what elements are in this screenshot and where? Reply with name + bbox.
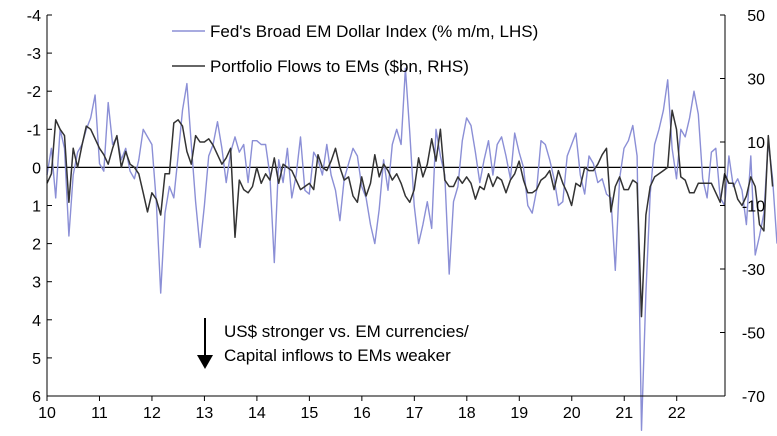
y-left-tick-label: 4 <box>32 313 41 330</box>
y-left-tick-label: 5 <box>32 351 41 368</box>
y-left-tick-label: -1 <box>27 122 41 139</box>
y-right-tick-label: 10 <box>747 135 765 152</box>
x-tick-label: 18 <box>458 405 476 422</box>
x-tick-label: 11 <box>91 405 108 422</box>
x-tick-label: 16 <box>353 405 371 422</box>
x-tick-label: 14 <box>248 405 266 422</box>
x-tick-label: 13 <box>196 405 214 422</box>
y-left-tick-label: 3 <box>32 275 41 292</box>
series-line-em-dollar-index <box>46 67 777 431</box>
y-left-tick-label: 6 <box>32 389 41 406</box>
legend: Fed's Broad EM Dollar Index (% m/m, LHS)… <box>172 22 538 76</box>
series-line-portfolio-flows <box>46 109 774 318</box>
y-left-tick-label: 0 <box>32 160 41 177</box>
x-tick-label: 17 <box>405 405 423 422</box>
x-tick-label: 20 <box>563 405 581 422</box>
y-right-tick-label: 50 <box>747 8 765 25</box>
y-left-tick-label: 1 <box>32 199 41 216</box>
annotation-line-1: US$ stronger vs. EM currencies/ <box>224 322 469 341</box>
legend-label-portfolio-flows: Portfolio Flows to EMs ($bn, RHS) <box>210 57 469 76</box>
y-right-tick-label: -70 <box>742 389 765 406</box>
y-right-tick-label: -10 <box>742 199 765 216</box>
x-tick-label: 19 <box>510 405 528 422</box>
x-tick-label: 12 <box>143 405 161 422</box>
y-left-tick-label: -4 <box>27 8 41 25</box>
x-tick-label: 21 <box>615 405 633 422</box>
annotation-arrow-head <box>197 355 213 369</box>
series-group <box>46 67 777 431</box>
y-left-tick-label: -3 <box>27 46 41 63</box>
y-right-tick-label: 30 <box>747 72 765 89</box>
legend-label-em-dollar-index: Fed's Broad EM Dollar Index (% m/m, LHS) <box>210 22 538 41</box>
x-tick-label: 15 <box>300 405 318 422</box>
y-right-tick-label: -30 <box>742 262 765 279</box>
y-right-tick-label: -50 <box>742 326 765 343</box>
annotation-line-2: Capital inflows to EMs weaker <box>224 346 451 365</box>
x-tick-label: 10 <box>38 405 56 422</box>
annotation: US$ stronger vs. EM currencies/ Capital … <box>197 318 469 369</box>
x-tick-label: 22 <box>668 405 686 422</box>
y-left-tick-label: 2 <box>32 237 41 254</box>
y-left-tick-label: -2 <box>27 84 41 101</box>
